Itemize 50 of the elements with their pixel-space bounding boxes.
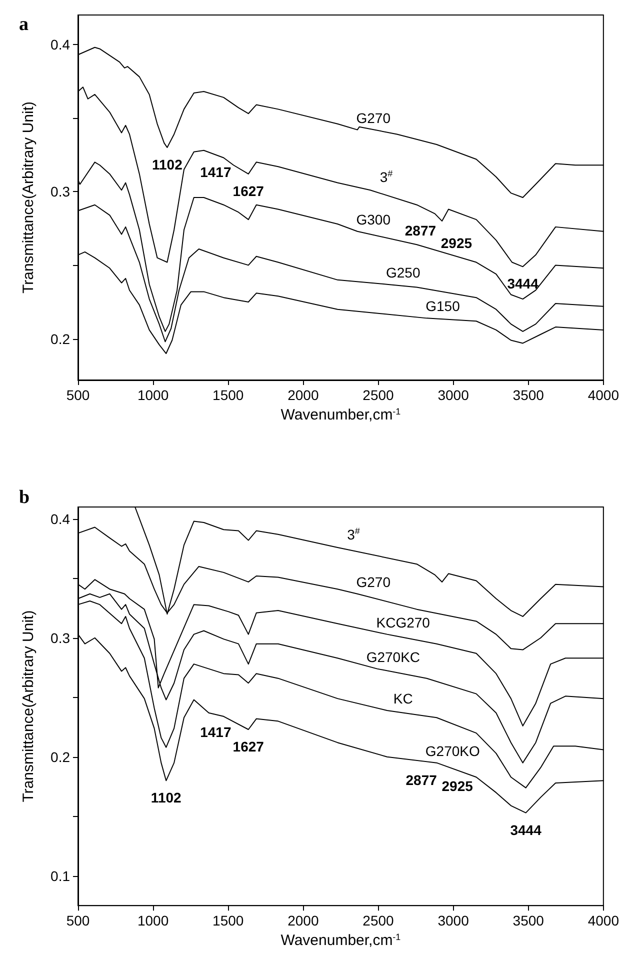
x-tick-label: 3500 <box>512 912 544 929</box>
y-tick-label: 0.1 <box>50 868 70 884</box>
series-label: G270KO <box>425 742 480 759</box>
series-label: G270KC <box>366 648 420 665</box>
annotation: 1627 <box>232 182 264 199</box>
annotation: 1417 <box>200 164 232 180</box>
x-tick-label: 1000 <box>137 912 169 929</box>
y-tick-label: 0.4 <box>50 36 70 52</box>
y-axis-title: Transmittance(Arbitrary Unit) <box>20 102 37 294</box>
annotation: 1102 <box>152 156 183 172</box>
x-tick-label: 500 <box>66 912 90 929</box>
chart-title: b <box>19 487 30 508</box>
series-label: 3# <box>347 526 360 542</box>
x-tick-label: 1500 <box>212 387 244 403</box>
series-label: 3# <box>380 168 393 186</box>
y-tick-label: 0.3 <box>50 184 70 200</box>
x-tick-label: 2000 <box>288 387 319 403</box>
annotation: 1417 <box>200 724 232 740</box>
y-tick-label: 0.4 <box>50 510 70 527</box>
series-label: KC <box>393 690 413 706</box>
series-label: G150 <box>426 298 460 314</box>
x-tick-label: 500 <box>66 387 90 403</box>
x-tick-label: 1000 <box>137 387 169 403</box>
x-tick-label: 3500 <box>512 387 544 403</box>
x-tick-label: 2000 <box>288 912 319 929</box>
x-tick-label: 3000 <box>438 387 470 403</box>
series-label: KCG270 <box>376 614 430 630</box>
x-tick-label: 4000 <box>588 387 620 403</box>
series-label: G300 <box>356 211 391 228</box>
x-tick-label: 3000 <box>438 912 470 929</box>
y-axis-title: Transmittance(Arbitrary Unit) <box>20 610 37 802</box>
annotation: 2925 <box>442 778 474 794</box>
series-label: G270 <box>356 574 391 590</box>
annotation: 3444 <box>507 276 539 292</box>
y-tick-label: 0.2 <box>50 330 70 347</box>
x-tick-label: 4000 <box>588 912 620 929</box>
annotation: 2877 <box>406 772 438 788</box>
x-tick-label: 1500 <box>212 912 244 929</box>
annotation: 2925 <box>440 235 472 252</box>
x-tick-label: 2500 <box>362 912 394 929</box>
annotation: 3444 <box>510 822 542 838</box>
series-label: G250 <box>386 264 420 280</box>
series-label: G270 <box>356 110 391 126</box>
y-tick-label: 0.2 <box>50 748 70 765</box>
x-tick-label: 2500 <box>362 387 394 403</box>
annotation: 2877 <box>404 222 436 239</box>
chart-title: a <box>19 14 29 35</box>
annotation: 1102 <box>150 790 182 806</box>
annotation: 1627 <box>232 738 264 754</box>
y-tick-label: 0.3 <box>50 630 70 646</box>
